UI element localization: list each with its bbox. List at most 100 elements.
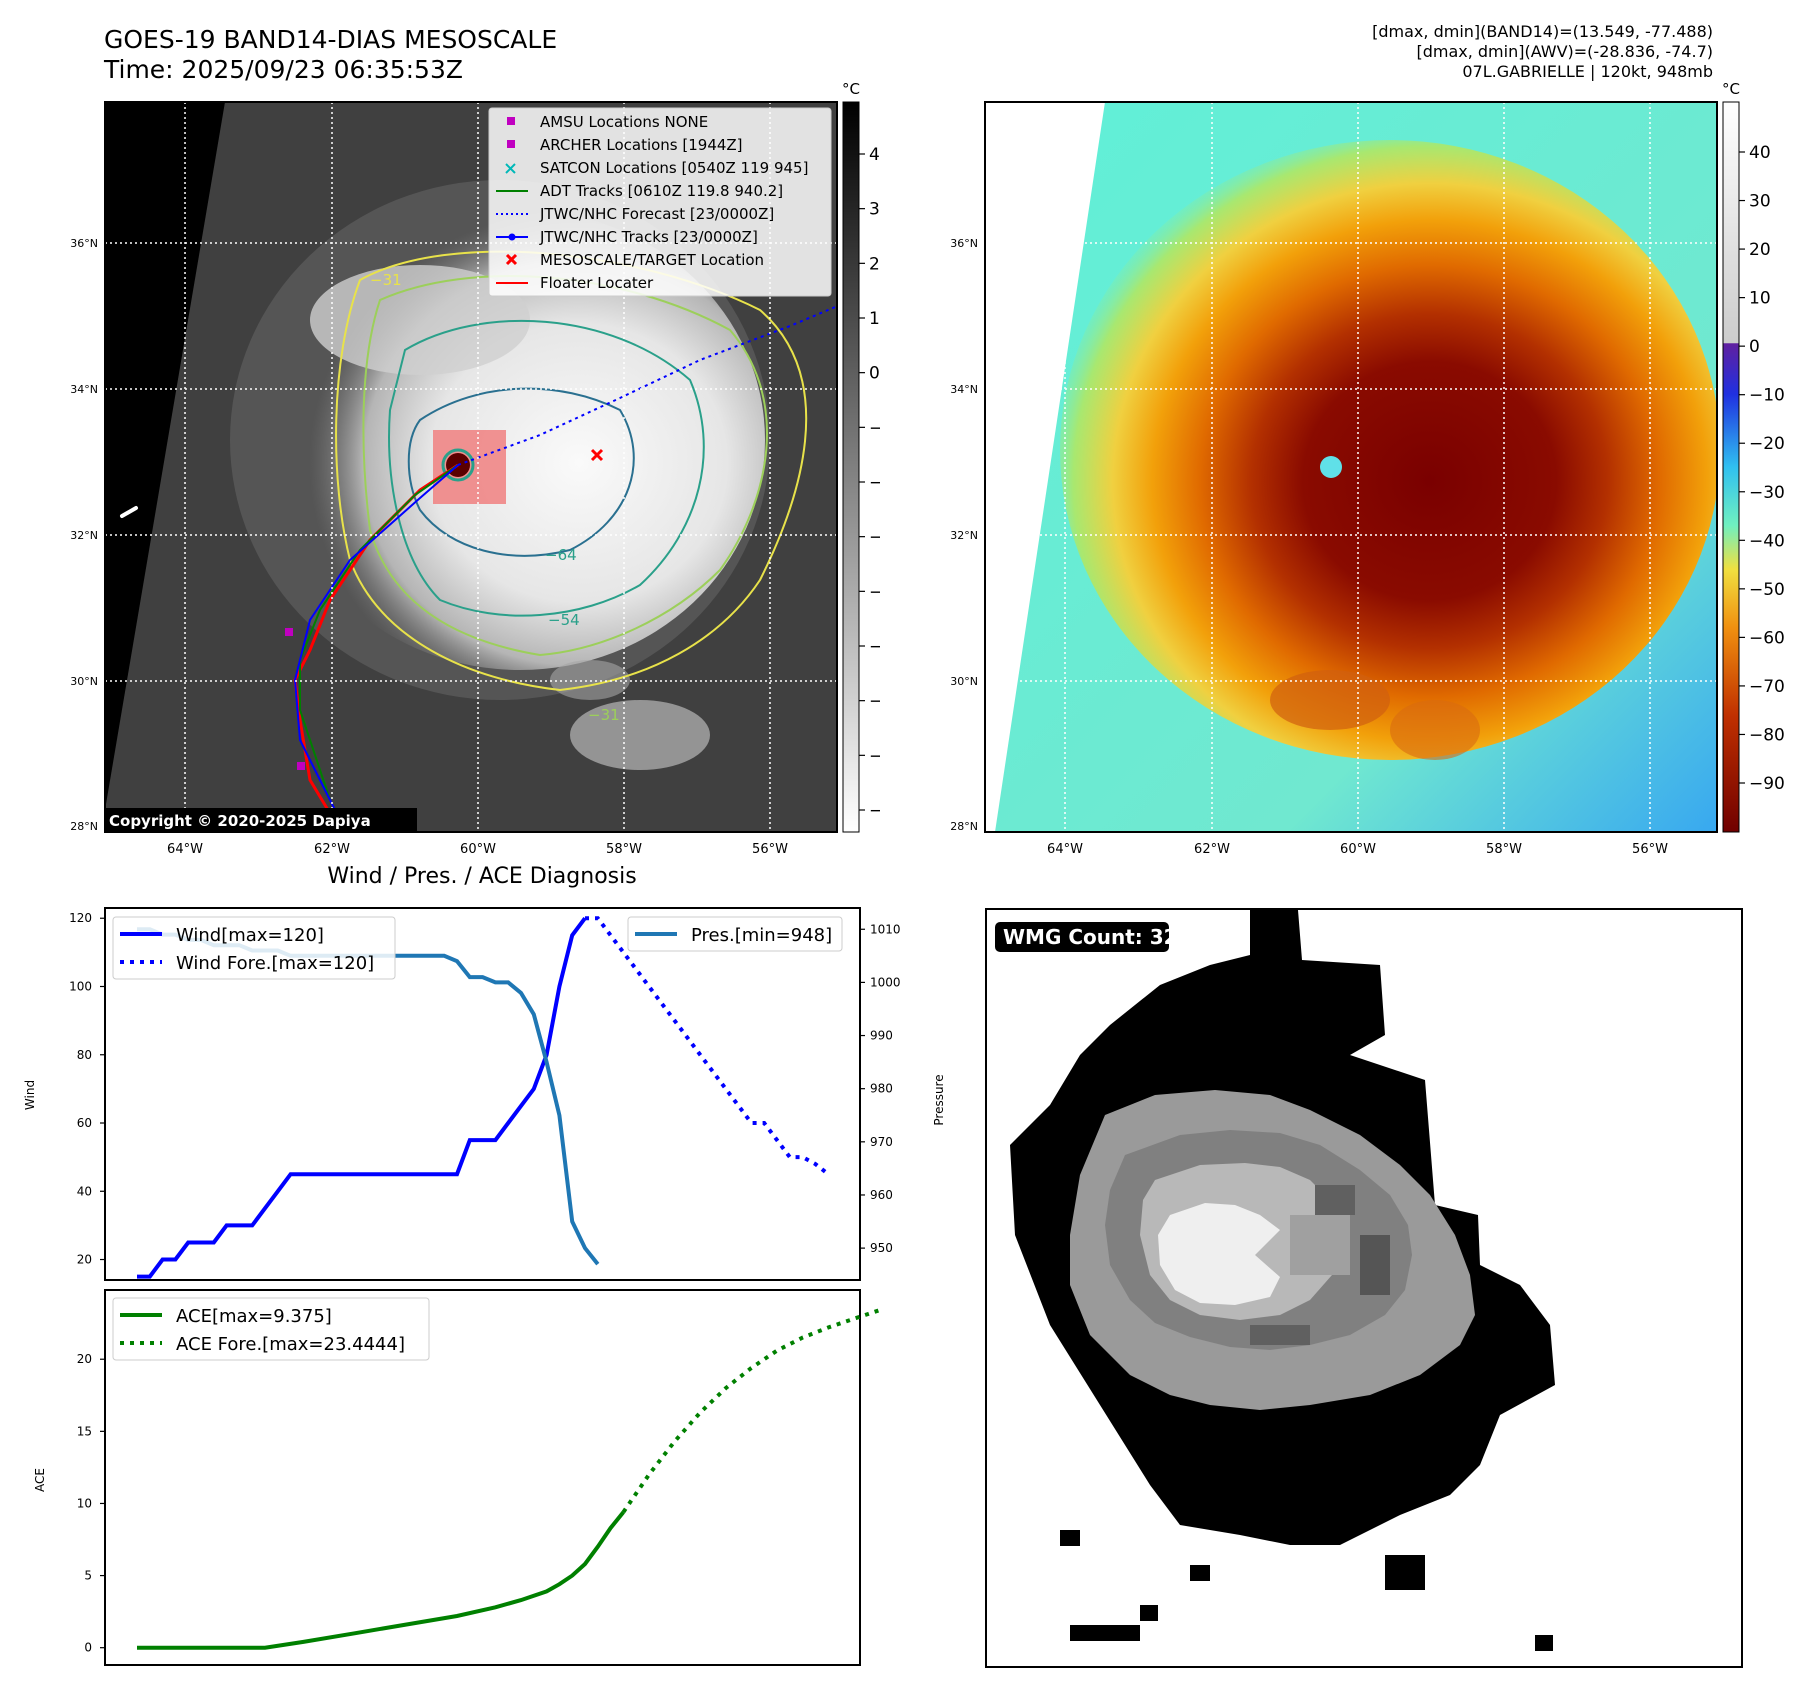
wmg-count-badge: WMG Count: 32 [1003,925,1178,949]
pressure-legend: Pres.[min=948] [627,916,843,952]
wmg-panel: WMG Count: 32 [985,908,1743,1668]
figure-time: Time: 2025/09/23 06:35:53Z [104,55,463,84]
pressure-ytick-label: 950 [870,1241,893,1255]
ir-colorbar-tick-label: −10 [869,418,880,438]
ir-colorbar-tick-label: −50 [869,637,880,657]
ir-colorbar-tick-label: 30 [869,200,880,220]
awv-colorbar-tick-label: 40 [1749,143,1771,163]
wind-ytick-label: 120 [69,911,92,925]
ir-colorbar-tick-label: −70 [869,746,880,766]
lat-label: 30°N [950,675,978,688]
satcon-legend-icon [505,163,516,174]
contour-label: −64 [545,546,577,564]
ir-colorbar-tick-label: 40 [869,145,880,165]
stats-block: [dmax, dmin](BAND14)=(13.549, -77.488) [… [1013,22,1713,82]
wind-forecast-line [585,916,830,1176]
mesoscale-target-marker [590,448,604,462]
ir-colorbar-tick-label: −30 [869,528,880,548]
ace-legend: ACE[max=9.375] ACE Fore.[max=23.4444] [112,1297,430,1361]
lon-label: 64°W [167,842,203,857]
legend-entry: JTWC/NHC Tracks [23/0000Z] [539,228,758,246]
lat-label: 30°N [70,675,98,688]
archer-marker [285,628,293,636]
wind-ytick-label: 100 [69,979,92,993]
pressure-ytick-label: 960 [870,1188,893,1202]
stats-awv: [dmax, dmin](AWV)=(-28.836, -74.7) [1416,42,1713,61]
figure-title: GOES-19 BAND14-DIAS MESOSCALE [104,25,558,54]
lon-label: 62°W [314,842,350,857]
awv-colorbar-tick-label: 0 [1749,337,1760,357]
wind-legend: Wind[max=120] Wind Fore.[max=120] [112,916,396,980]
lon-label: 64°W [1047,842,1083,857]
lat-label: 36°N [950,237,978,250]
lat-label: 32°N [70,529,98,542]
pressure-ytick-label: 1000 [870,975,901,989]
awv-colorbar-tick-label: 20 [1749,240,1771,260]
legend-entry: Pres.[min=948] [691,925,832,946]
legend-entry: MESOSCALE/TARGET Location [540,251,764,269]
wind-ytick-label: 80 [77,1048,92,1062]
lat-label: 36°N [70,237,98,250]
awv-panel: 36°N 34°N 32°N 30°N 28°N 64°W 62°W 60°W … [950,80,1785,857]
lon-label: 56°W [1632,842,1668,857]
ace-ytick-label: 20 [77,1352,92,1366]
ir-colorbar-tick-label: 0 [869,364,880,384]
pressure-ytick-label: 990 [870,1029,893,1043]
ir-colorbar-tick-label: 10 [869,309,880,329]
ace-line [137,1510,625,1650]
awv-colorbar [1722,101,1740,833]
awv-colorbar-tick-label: 10 [1749,289,1771,309]
wmg-badge-bg [995,922,1169,952]
contour-label: −31 [588,706,620,724]
pressure-axis-label: Pressure [932,1074,946,1125]
awv-colorbar-tick-label: −90 [1749,774,1785,794]
awv-colorbar-unit: °C [1722,80,1740,98]
ace-ytick-label: 10 [77,1496,92,1510]
contour-label: −54 [548,611,580,629]
target-legend-icon [505,253,518,266]
lat-label: 28°N [70,820,98,833]
ace-ytick-label: 5 [84,1569,92,1583]
awv-colorbar-tick-label: 30 [1749,192,1771,212]
lon-label: 58°W [1486,842,1522,857]
ir-colorbar [842,101,860,833]
lon-label: 56°W [752,842,788,857]
ace-chart: 0 5 10 15 20 ACE ACE[max=9.375] ACE Fore.[ma… [33,1289,881,1666]
legend-entry: AMSU Locations NONE [540,113,708,131]
awv-image [985,102,1717,832]
wind-line [137,917,587,1279]
ir-colorbar-unit: °C [842,80,860,98]
ir-colorbar-tick-label: −40 [869,582,880,602]
legend-entry: Wind Fore.[max=120] [176,953,374,974]
awv-colorbar-tick-label: −50 [1749,580,1785,600]
ir-colorbar-tick-label: 20 [869,254,880,274]
legend-entry: SATCON Locations [0540Z 119 945] [540,159,808,177]
ir-colorbar-ticks: 40 30 20 10 0 −10 −20 −30 −40 −50 −60 −70 −80 [859,145,880,821]
legend-entry: Wind[max=120] [176,925,324,946]
legend-entry: JTWC/NHC Forecast [23/0000Z] [539,205,774,223]
ace-ytick-label: 0 [84,1641,92,1655]
legend-entry: ARCHER Locations [1944Z] [540,136,743,154]
contour-label: −31 [370,271,402,289]
ace-forecast-line [621,1308,881,1514]
legend-entry: ACE[max=9.375] [176,1306,332,1327]
ir-colorbar-tick-label: −60 [869,692,880,712]
lon-label: 58°W [606,842,642,857]
legend-entry: ADT Tracks [0610Z 119.8 940.2] [540,182,783,200]
awv-colorbar-tick-label: −60 [1749,628,1785,648]
amsu-legend-icon [507,117,515,125]
lat-label: 28°N [950,820,978,833]
archer-legend-icon [507,140,515,148]
legend-entry: Floater Locater [540,274,654,292]
awv-colorbar-tick-label: −10 [1749,386,1785,406]
lat-label: 34°N [950,383,978,396]
lon-label: 62°W [1194,842,1230,857]
pressure-ytick-label: 970 [870,1135,893,1149]
copyright-text: Copyright © 2020-2025 Dapiya [109,812,371,830]
wind-ytick-label: 60 [77,1116,92,1130]
awv-colorbar-tick-label: −30 [1749,483,1785,503]
ir-panel: −31 −64 −54 −31 AMSU Locations NONE ARCH… [70,80,880,857]
lon-label: 60°W [460,842,496,857]
ir-colorbar-tick-label: −20 [869,473,880,493]
pressure-ytick-label: 980 [870,1082,893,1096]
